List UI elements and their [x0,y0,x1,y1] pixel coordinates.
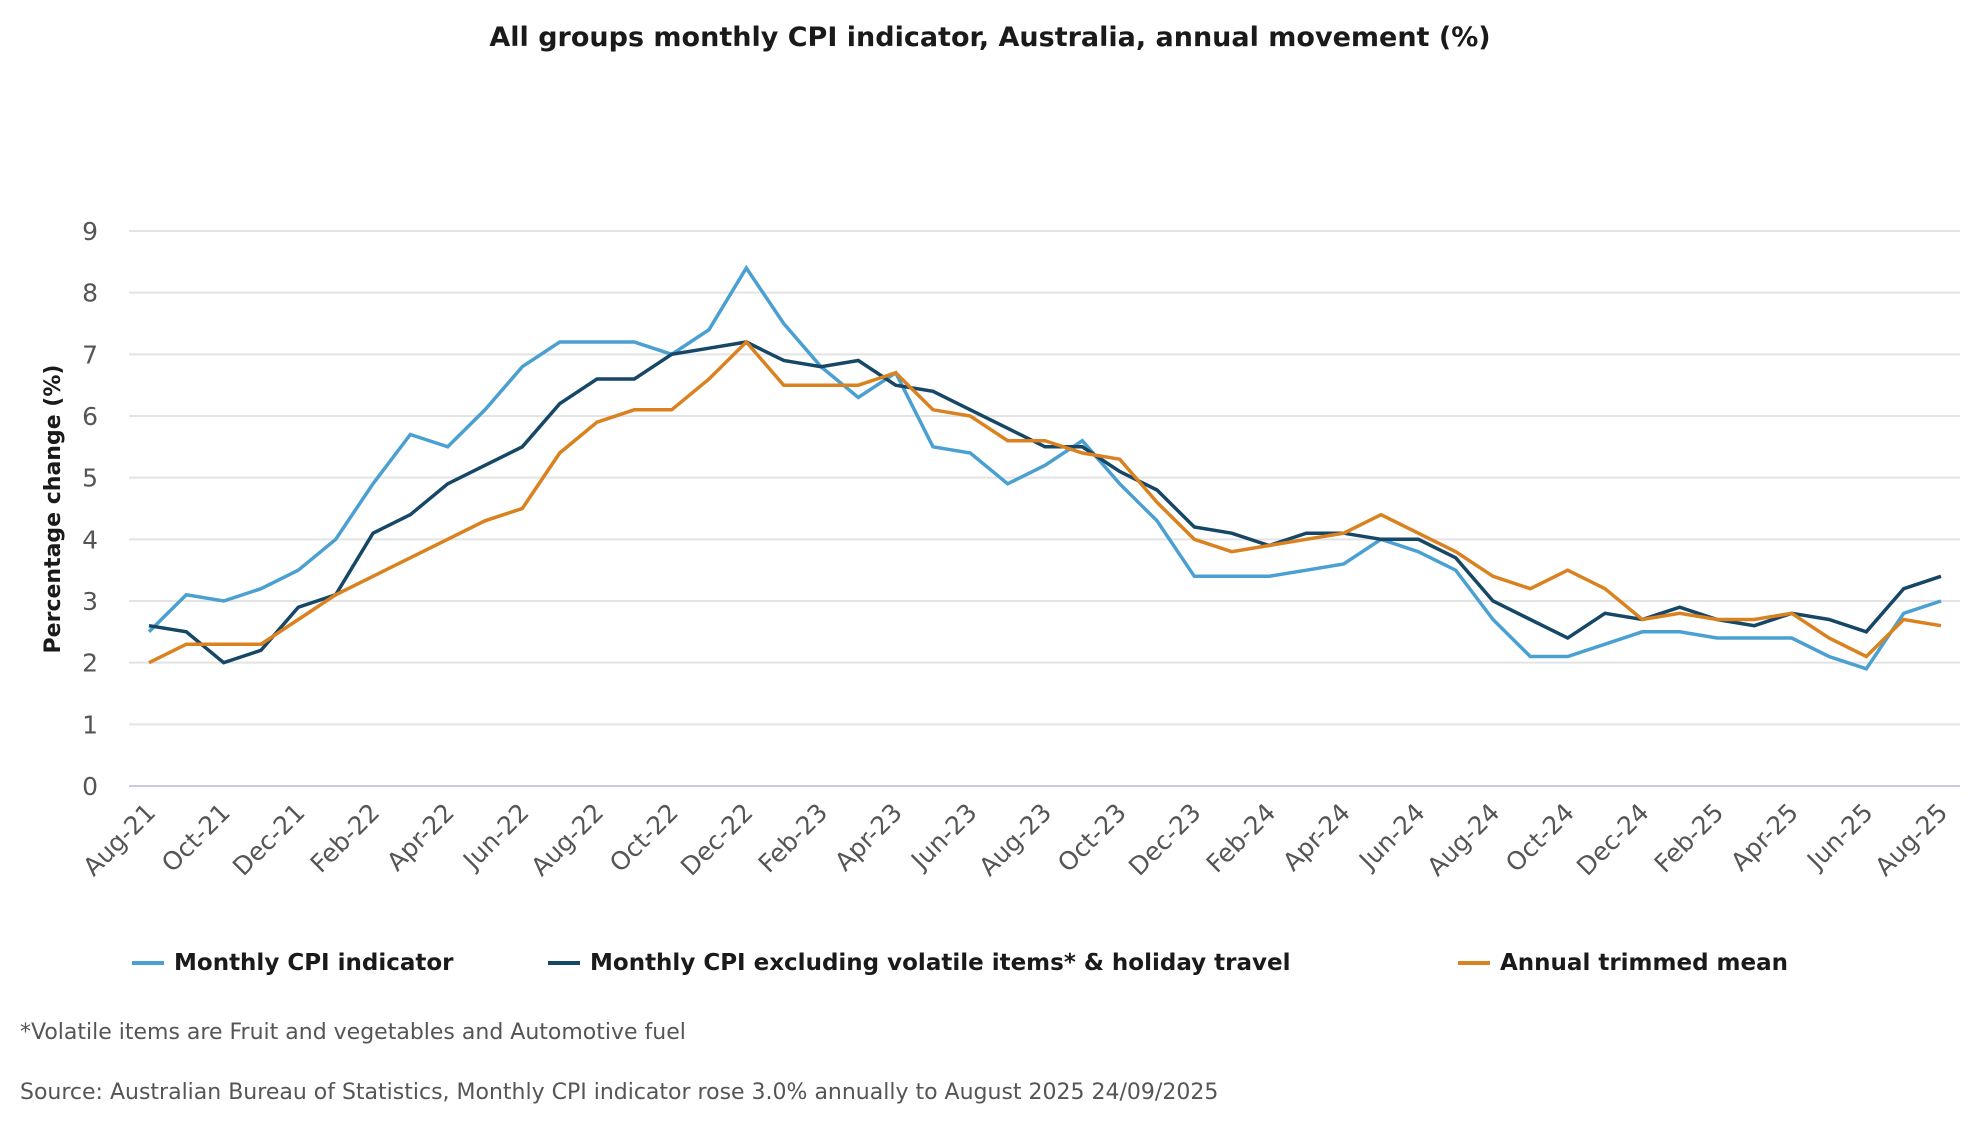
x-tick-label: Aug-25 [1869,798,1953,882]
x-tick-label: Oct-21 [156,798,236,878]
x-tick-label: Oct-24 [1500,798,1580,878]
x-tick-label: Aug-24 [1421,798,1505,882]
legend-item-monthly-cpi: Monthly CPI indicator [132,950,454,976]
y-tick-label: 6 [82,402,98,431]
x-tick-label: Feb-24 [1201,798,1282,879]
legend-label: Annual trimmed mean [1500,950,1789,976]
x-tick-label: Oct-23 [1052,798,1132,878]
legend-item-excluding-volatile: Monthly CPI excluding volatile items* & … [548,950,1291,976]
y-tick-label: 5 [82,464,98,493]
series-line-0 [147,264,1942,671]
x-tick-label: Dec-22 [675,798,759,882]
x-tick-label: Jun-24 [1352,798,1430,876]
x-tick-label: Apr-23 [829,798,908,877]
x-tick-label: Jun-25 [1800,798,1878,876]
y-tick-label: 7 [82,340,98,369]
y-tick-label: 4 [82,525,98,554]
x-tick-label: Aug-23 [973,798,1057,882]
x-tick-label: Dec-23 [1123,798,1207,882]
y-tick-label: 3 [82,587,98,616]
x-tick-label: Oct-22 [604,798,684,878]
x-tick-label: Feb-23 [753,798,834,879]
legend-swatch [1458,961,1490,965]
legend-label: Monthly CPI excluding volatile items* & … [590,950,1291,976]
y-tick-label: 2 [82,649,98,678]
footnote: *Volatile items are Fruit and vegetables… [20,1020,686,1045]
x-tick-label: Apr-22 [381,798,460,877]
x-tick-label: Jun-23 [904,798,982,876]
legend-item-trimmed-mean: Annual trimmed mean [1458,950,1788,976]
x-tick-label: Jun-22 [456,798,534,876]
y-axis-label: Percentage change (%) [41,365,66,654]
y-tick-label: 0 [82,772,98,801]
y-tick-label: 1 [82,710,98,739]
x-tick-label: Dec-21 [227,798,311,882]
series-line-2 [148,339,1942,665]
x-tick-label: Feb-22 [305,798,386,879]
x-tick-label: Aug-22 [525,798,609,882]
legend-swatch [132,961,164,965]
x-tick-label: Aug-21 [77,798,161,882]
x-tick-label: Apr-24 [1277,798,1356,877]
chart-title: All groups monthly CPI indicator, Austra… [489,22,1491,53]
x-tick-label: Dec-24 [1571,798,1655,882]
y-tick-label: 9 [82,217,98,246]
legend-swatch [548,961,580,965]
x-tick-label: Apr-25 [1725,798,1804,877]
source-note: Source: Australian Bureau of Statistics,… [20,1080,1219,1105]
x-tick-label: Feb-25 [1649,798,1730,879]
legend-label: Monthly CPI indicator [174,950,454,976]
y-tick-label: 8 [82,279,98,308]
